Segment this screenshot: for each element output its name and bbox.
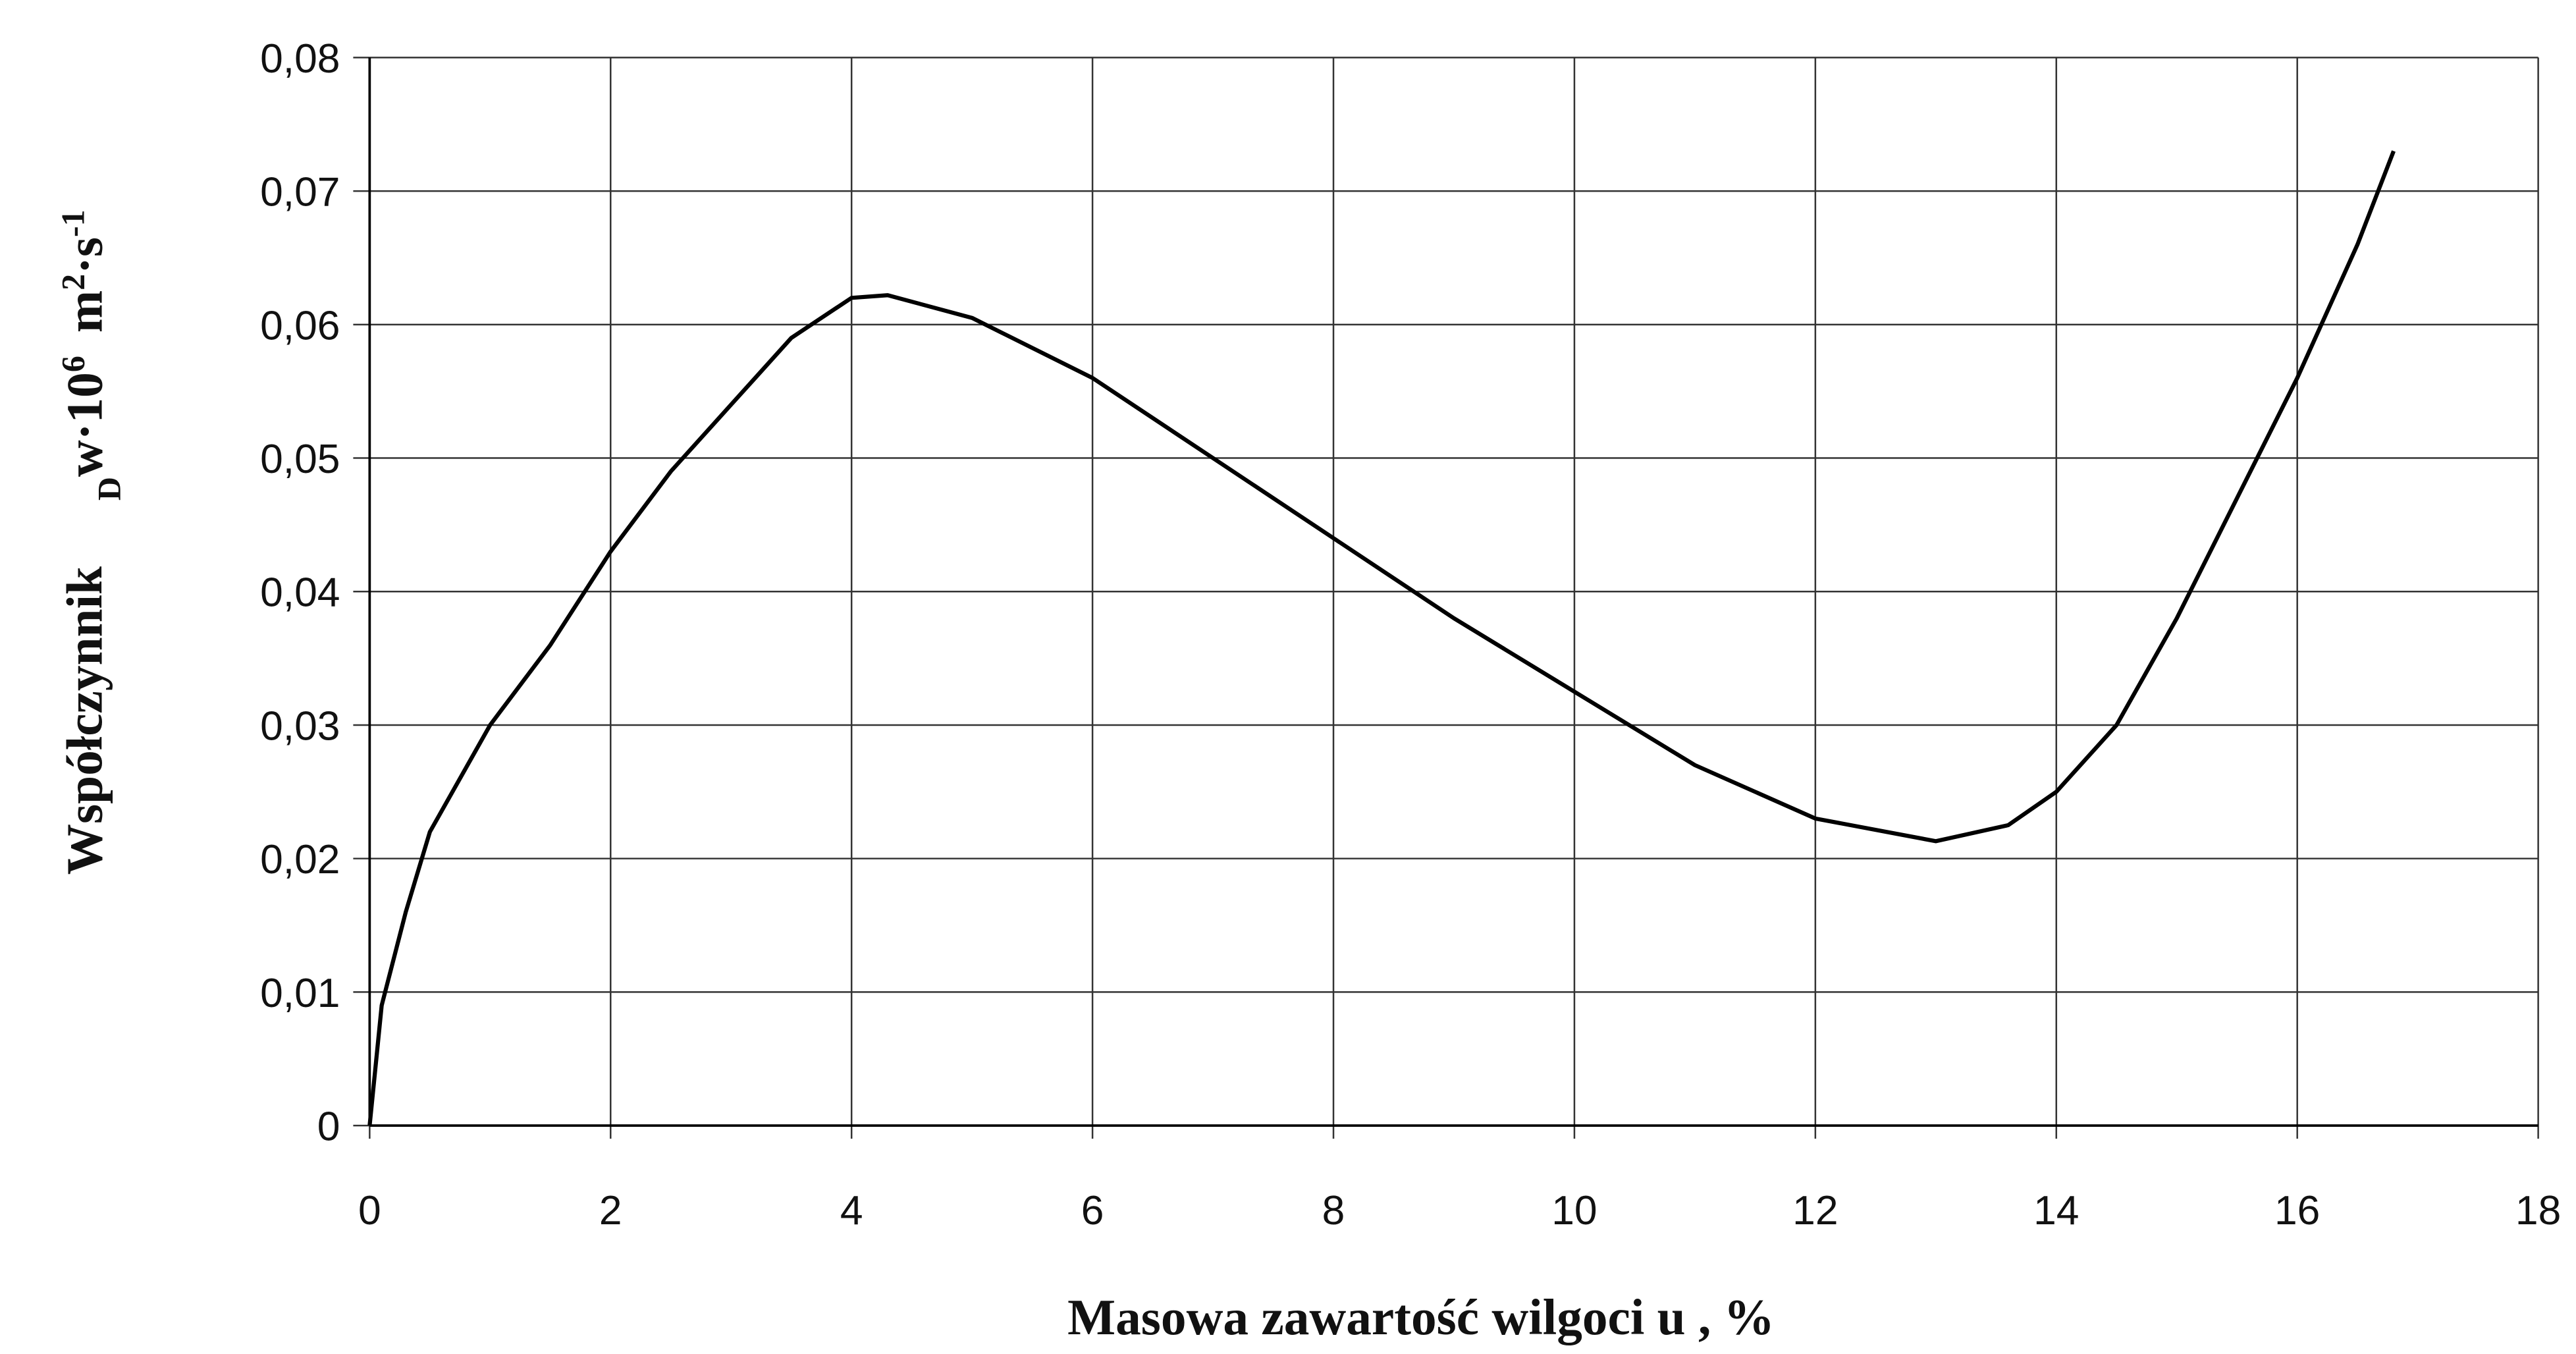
y-axis-title-part: w	[57, 440, 113, 477]
x-axis-title: Masowa zawartość wilgoci u , %	[1067, 1289, 1775, 1345]
x-tick-label: 10	[1551, 1188, 1597, 1233]
y-axis-title-part: 2	[55, 274, 91, 290]
y-tick-label: 0,07	[260, 170, 340, 215]
y-axis-title-part: D	[91, 477, 127, 501]
y-axis-title-part: ·s	[57, 237, 113, 274]
x-tick-label: 18	[2515, 1188, 2561, 1233]
y-axis-title-part: 6	[55, 356, 91, 372]
x-tick-label: 12	[1792, 1188, 1838, 1233]
y-tick-label: 0,03	[260, 703, 340, 749]
y-tick-label: 0,01	[260, 971, 340, 1016]
x-tick-label: 2	[599, 1188, 622, 1233]
y-axis-title-part: -1	[55, 209, 91, 237]
x-tick-label: 8	[1322, 1188, 1345, 1233]
x-tick-label: 16	[2274, 1188, 2320, 1233]
y-axis-title-part: ·10	[57, 372, 113, 440]
y-tick-label: 0,08	[260, 36, 340, 82]
y-tick-label: 0,02	[260, 837, 340, 882]
x-tick-label: 6	[1081, 1188, 1104, 1233]
line	[367, 150, 2396, 1126]
x-tick-label: 4	[840, 1188, 863, 1233]
x-tick-label: 0	[358, 1188, 381, 1233]
y-tick-label: 0,04	[260, 570, 340, 616]
y-axis-title: Współczynnik Dw·106 m2·s-1	[55, 209, 127, 875]
y-tick-label: 0,05	[260, 437, 340, 482]
y-tick-label: 0,06	[260, 303, 340, 348]
y-tick-label: 0	[317, 1104, 340, 1150]
x-tick-label: 14	[2033, 1188, 2079, 1233]
y-axis-title-part: Współczynnik	[57, 566, 113, 875]
y-axis-title-part: m	[57, 290, 113, 333]
